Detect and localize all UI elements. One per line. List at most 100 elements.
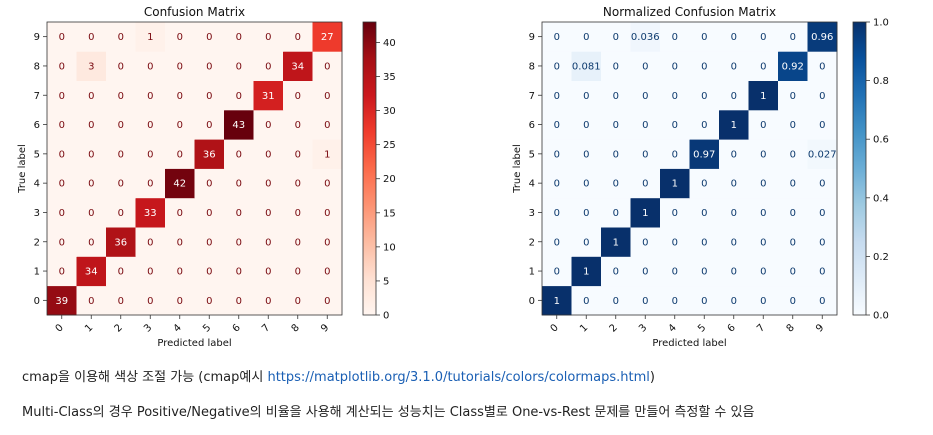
- x-tick-label: 5: [201, 322, 213, 334]
- matrix-cell: [748, 109, 779, 140]
- matrix-cell: [312, 22, 343, 52]
- matrix-cell: [571, 109, 602, 140]
- cell-value: 0: [613, 208, 619, 219]
- cell-value: 0: [760, 61, 766, 72]
- cell-value: 0: [760, 149, 766, 160]
- matrix-cell: [253, 22, 284, 52]
- matrix-cell: [571, 197, 602, 228]
- heatmap-1: 39 0 0 0 0 0 0 0 0 00 34 0 0 0 0 0 0 0 00 0 36 0 0 0 0 0 0 00 0 0 33 0 0…: [17, 5, 396, 349]
- cell-value: 0: [554, 32, 560, 43]
- cell-value: 0: [819, 179, 825, 190]
- matrix-cell: [165, 168, 195, 199]
- cell-value: 1: [583, 267, 589, 278]
- matrix-cell: [47, 22, 77, 52]
- cell-value: 0: [642, 149, 648, 160]
- matrix-cell: [312, 197, 343, 228]
- cell-value: 0: [265, 149, 271, 160]
- colorbar-tick-label: 0.0: [873, 311, 889, 322]
- cell-value: 0: [177, 91, 183, 102]
- matrix-cell: [660, 197, 690, 228]
- matrix-cell: [630, 51, 661, 81]
- cell-value: 0: [790, 149, 796, 160]
- matrix-cell: [194, 22, 225, 52]
- cell-value: 0: [295, 208, 301, 219]
- cell-value: 0: [236, 61, 242, 72]
- matrix-cell: [719, 80, 749, 111]
- colormaps-link[interactable]: https://matplotlib.org/3.1.0/tutorials/c…: [267, 370, 650, 385]
- matrix-cell: [194, 51, 225, 81]
- cell-value: 0: [265, 32, 271, 43]
- cell-value: 0: [819, 237, 825, 248]
- cell-value: 0: [554, 91, 560, 102]
- matrix-cell: [47, 109, 77, 140]
- x-tick-label: 7: [755, 322, 767, 334]
- matrix-cell: [601, 22, 631, 52]
- matrix-cell: [224, 197, 254, 228]
- matrix-cell: [660, 22, 690, 52]
- cell-value: 0: [613, 267, 619, 278]
- cell-value: 0: [206, 179, 212, 190]
- cell-value: 0: [177, 32, 183, 43]
- y-tick-label: 5: [34, 149, 40, 160]
- cell-value: 0: [731, 208, 737, 219]
- cell-value: 0: [118, 296, 124, 307]
- cell-value: 0: [236, 149, 242, 160]
- matrix-cell: [689, 51, 720, 81]
- cell-value: 0: [147, 296, 153, 307]
- cell-value: 0: [177, 149, 183, 160]
- matrix-cell: [571, 256, 602, 287]
- matrix-cell: [135, 51, 166, 81]
- cell-value: 0: [583, 296, 589, 307]
- matrix-cell: [748, 197, 779, 228]
- matrix-cell: [542, 285, 572, 316]
- matrix-cell: [76, 139, 107, 169]
- matrix-cell: [601, 227, 631, 257]
- cell-value: 0: [88, 296, 94, 307]
- cell-value: 0: [819, 91, 825, 102]
- matrix-cell: [778, 168, 808, 199]
- matrix-cell: [748, 168, 779, 199]
- cell-value: 0: [295, 149, 301, 160]
- cell-value: 0: [118, 208, 124, 219]
- x-tick-label: 6: [231, 322, 243, 334]
- cell-value: 0: [118, 149, 124, 160]
- cell-value: 0: [324, 179, 330, 190]
- plot-frame: [541, 21, 838, 316]
- matrix-cell: [571, 285, 602, 316]
- cell-value: 1: [324, 149, 330, 160]
- matrix-cell: [807, 80, 838, 111]
- matrix-cell: [689, 139, 720, 169]
- cmap-caption: cmap을 이용해 색상 조절 가능 (cmap예시 https://matpl…: [22, 366, 655, 385]
- cell-value: 0: [701, 120, 707, 131]
- matrix-cell: [165, 197, 195, 228]
- cell-value: 0: [236, 32, 242, 43]
- matrix-cell: [135, 197, 166, 228]
- heatmap-2: 1 0 0 0 0 0 0 0 0 0 0 1 0 0 0 0 0 0 0 0 0 0 1 0 0 0 0 0 0 0 0 0 0 1 0 0 0 0 0 0…: [512, 5, 889, 349]
- matrix-cell: [76, 22, 107, 52]
- matrix-cell: [47, 168, 77, 199]
- cell-value: 0: [642, 61, 648, 72]
- cell-value: 0: [295, 32, 301, 43]
- cell-value: 0: [613, 120, 619, 131]
- matrix-cell: [312, 227, 343, 257]
- matrix-cell: [106, 256, 136, 287]
- cell-value: 0: [265, 208, 271, 219]
- x-tick-label: 8: [785, 322, 797, 334]
- cell-value: 0: [206, 208, 212, 219]
- cell-value: 0: [206, 237, 212, 248]
- matrix-cell: [135, 22, 166, 52]
- cell-value: 0: [790, 296, 796, 307]
- cell-value: 0: [177, 237, 183, 248]
- matrix-cell: [194, 139, 225, 169]
- cell-value: 0: [236, 91, 242, 102]
- cell-value: 0: [672, 267, 678, 278]
- cell-value: 0: [819, 208, 825, 219]
- cell-value: 0: [554, 61, 560, 72]
- cell-value: 0: [324, 237, 330, 248]
- cell-value: 0: [819, 120, 825, 131]
- y-tick-label: 6: [529, 120, 535, 131]
- matrix-cell: [748, 22, 779, 52]
- cell-value: 0: [59, 120, 65, 131]
- cell-value: 0: [236, 179, 242, 190]
- cell-value: 0: [206, 91, 212, 102]
